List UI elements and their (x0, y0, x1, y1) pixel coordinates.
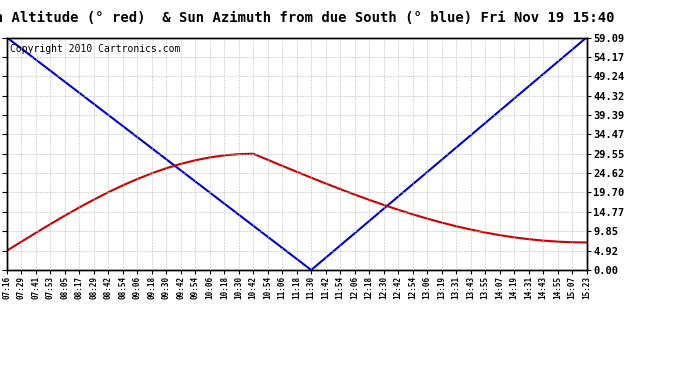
Text: Copyright 2010 Cartronics.com: Copyright 2010 Cartronics.com (10, 45, 180, 54)
Text: Sun Altitude (° red)  & Sun Azimuth from due South (° blue) Fri Nov 19 15:40: Sun Altitude (° red) & Sun Azimuth from … (0, 11, 615, 25)
